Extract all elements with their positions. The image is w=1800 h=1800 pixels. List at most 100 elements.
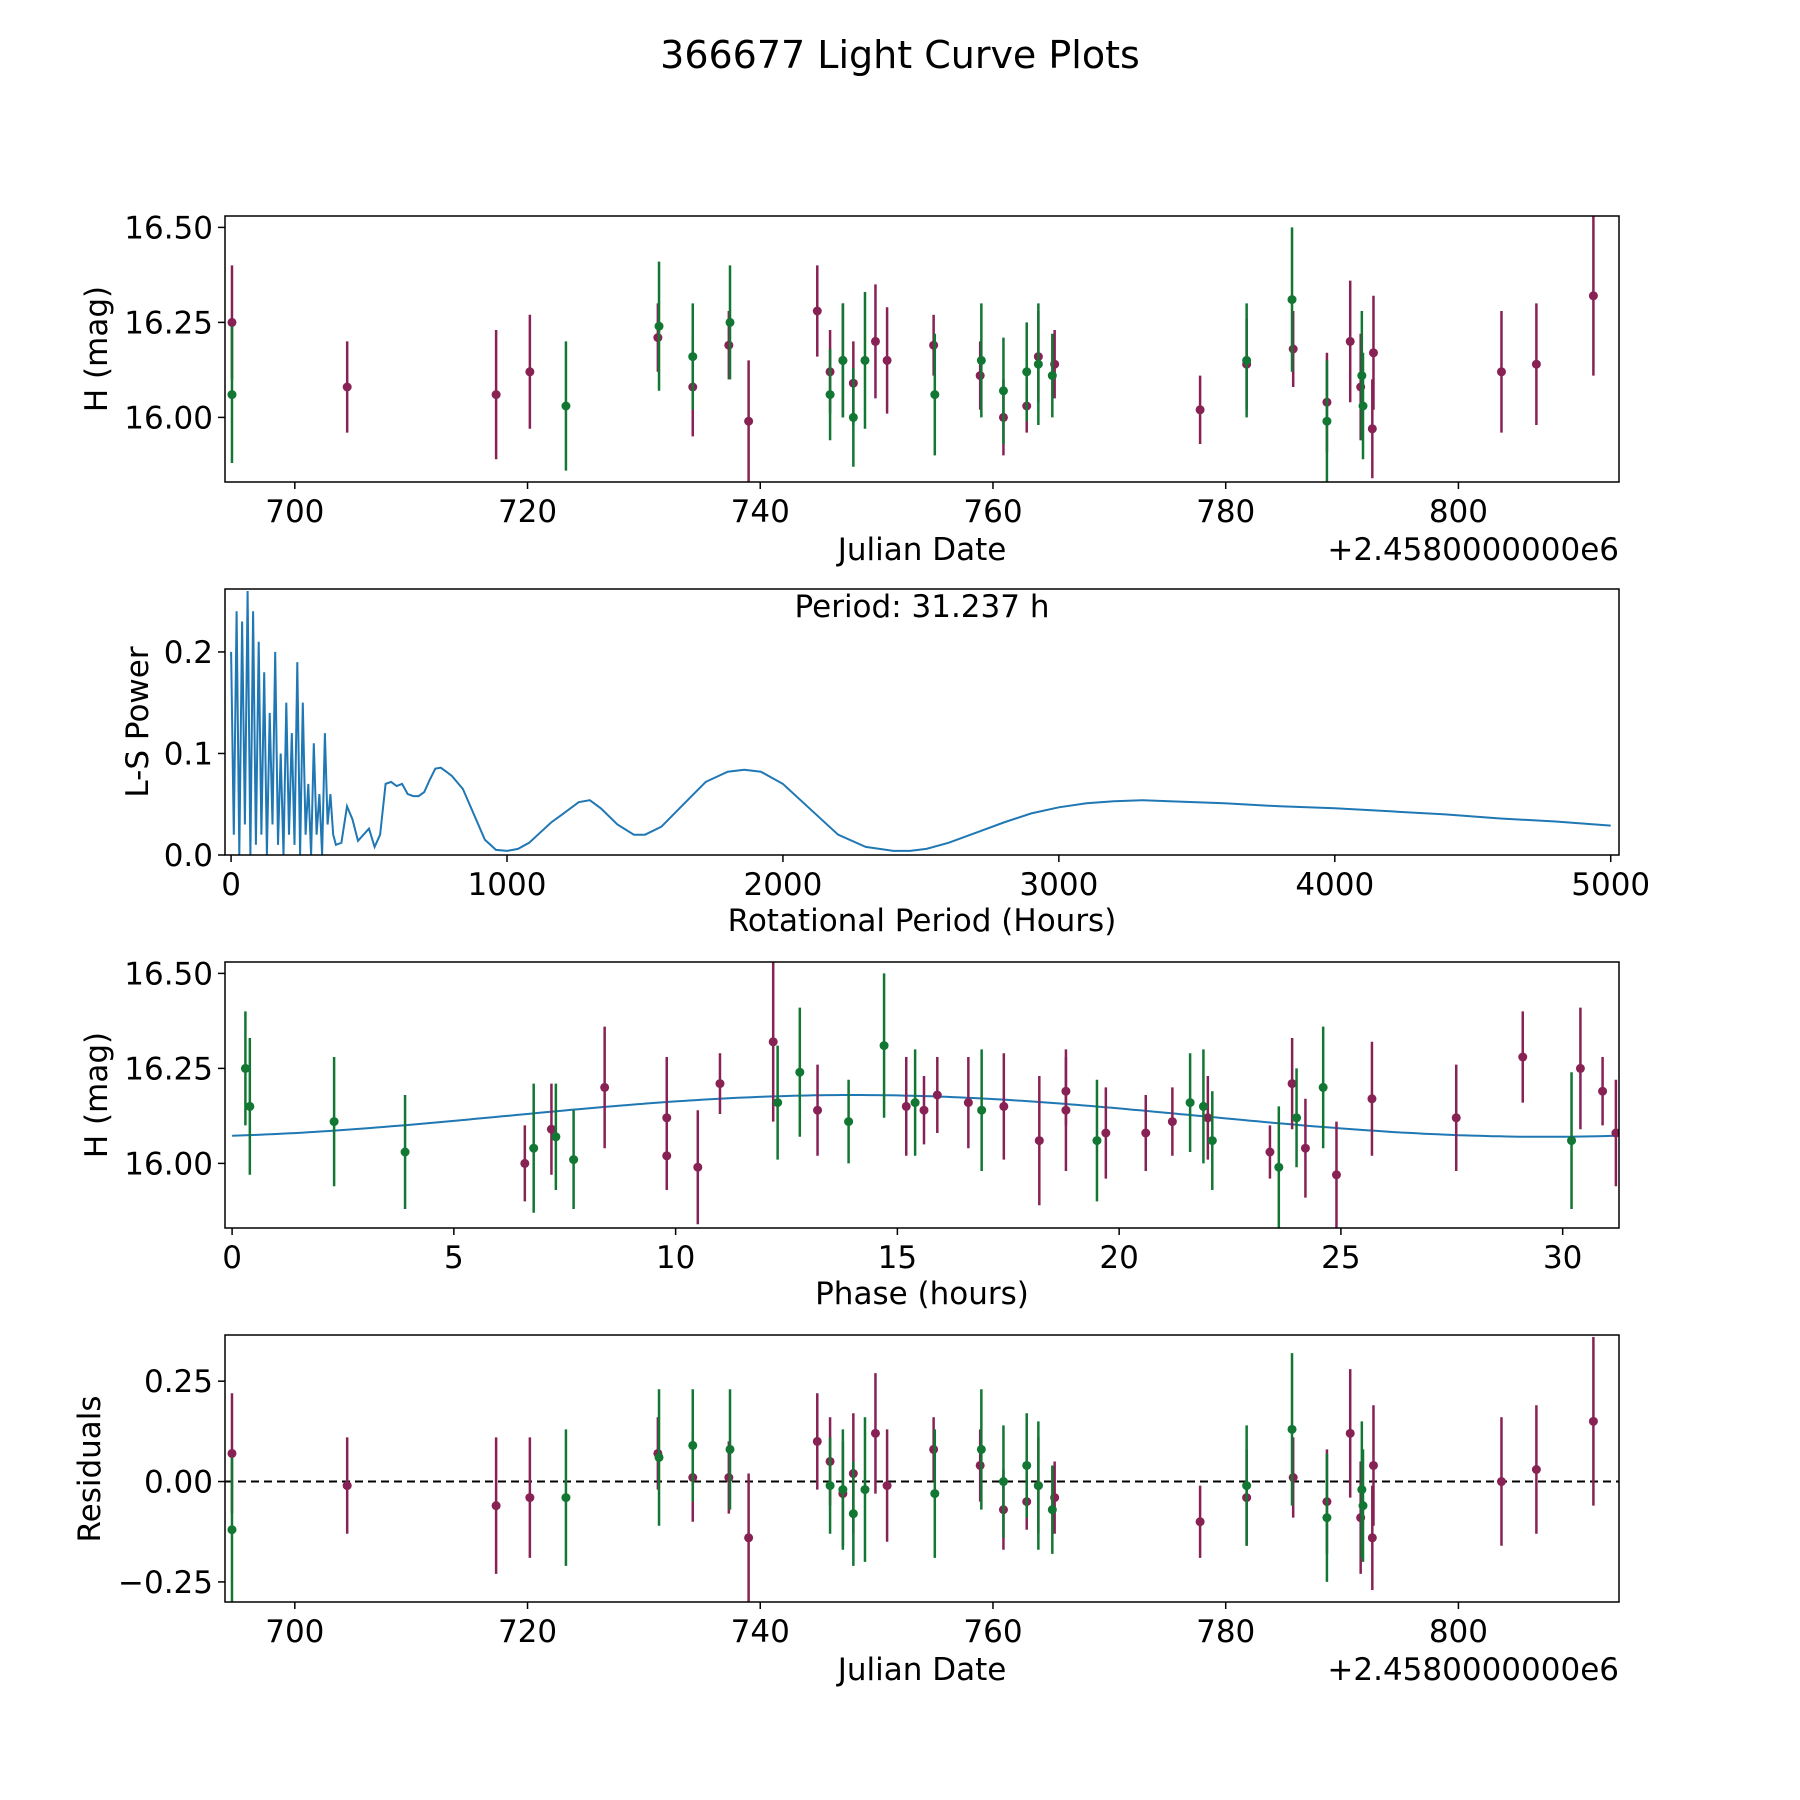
data-point	[1358, 1501, 1368, 1511]
data-point	[860, 1485, 870, 1495]
light-curve-plot-area	[227, 216, 1598, 482]
data-point	[1287, 1079, 1297, 1089]
data-point	[688, 1440, 698, 1450]
data-point	[901, 1101, 911, 1111]
data-point	[227, 317, 237, 327]
data-point	[1092, 1136, 1102, 1146]
x-tick-label: 15	[878, 1240, 917, 1276]
periodogram-y-ticks: 0.0 0.1 0.2	[164, 635, 225, 874]
data-point	[1322, 1513, 1332, 1523]
x-tick-label: 1000	[468, 867, 547, 903]
data-point	[1367, 1533, 1377, 1543]
data-point	[1047, 371, 1057, 381]
phase-y-label: H (mag)	[79, 1032, 115, 1158]
data-point	[812, 306, 822, 316]
x-tick-label: 700	[265, 494, 324, 530]
residuals-y-ticks: −0.25 0.00 0.25	[118, 1364, 225, 1601]
periodogram-line	[230, 590, 1611, 855]
data-point	[1367, 424, 1377, 434]
y-tick-label: 16.25	[124, 305, 213, 341]
data-point	[977, 1105, 987, 1115]
data-point	[1195, 405, 1205, 415]
y-tick-label: 16.00	[124, 1146, 213, 1182]
periodogram-panel: 0 1000 2000 3000 4000 5000 0.0 0.1 0.2 Period: …	[120, 588, 1650, 939]
x-tick-label: 760	[963, 494, 1022, 530]
data-point	[860, 355, 870, 365]
data-point	[825, 1481, 835, 1491]
y-tick-label: 16.00	[124, 400, 213, 436]
residuals-marks	[225, 1337, 1619, 1602]
y-tick-label: 16.25	[124, 1051, 213, 1087]
residuals-offset-label: +2.4580000000e6	[1327, 1652, 1619, 1688]
data-point	[1274, 1162, 1284, 1172]
data-point	[561, 1493, 571, 1503]
x-tick-label: 20	[1099, 1240, 1138, 1276]
data-point	[1588, 291, 1598, 301]
data-point	[773, 1098, 783, 1108]
phase-y-ticks: 16.00 16.25 16.50	[124, 956, 225, 1182]
data-point	[999, 1101, 1009, 1111]
light-curve-offset-label: +2.4580000000e6	[1327, 532, 1619, 568]
data-point	[1265, 1147, 1275, 1157]
x-tick-label: 780	[1196, 1614, 1255, 1650]
data-point	[1367, 1094, 1377, 1104]
data-point	[561, 401, 571, 411]
data-point	[491, 1501, 501, 1511]
data-point	[1368, 1460, 1378, 1470]
light-curve-frame	[224, 215, 1620, 483]
data-point	[1496, 1477, 1506, 1487]
x-tick-label: 760	[963, 1614, 1022, 1650]
x-tick-label: 10	[656, 1240, 695, 1276]
data-point	[825, 390, 835, 400]
x-tick-label: 800	[1429, 1614, 1488, 1650]
data-point	[932, 1090, 942, 1100]
data-point	[525, 1493, 535, 1503]
data-point	[976, 1444, 986, 1454]
data-point	[844, 1117, 854, 1127]
data-point	[1101, 1128, 1111, 1138]
data-point	[848, 412, 858, 422]
data-point	[1198, 1101, 1208, 1111]
x-tick-label: 780	[1196, 494, 1255, 530]
data-point	[1061, 1105, 1071, 1115]
data-point	[813, 1105, 823, 1115]
data-point	[1322, 416, 1332, 426]
x-tick-label: 720	[498, 494, 557, 530]
x-tick-label: 25	[1321, 1240, 1360, 1276]
x-tick-label: 4000	[1295, 867, 1374, 903]
data-point	[744, 1533, 754, 1543]
periodogram-x-ticks: 0 1000 2000 3000 4000 5000	[221, 855, 1650, 903]
data-point	[1358, 401, 1368, 411]
light-curve-y-label: H (mag)	[79, 286, 115, 412]
data-point	[1300, 1143, 1310, 1153]
data-point	[919, 1105, 929, 1115]
x-tick-label: 2000	[743, 867, 822, 903]
data-point	[1242, 355, 1252, 365]
data-point	[1022, 367, 1032, 377]
data-point	[725, 1444, 735, 1454]
data-point	[930, 1489, 940, 1499]
data-point	[1167, 1117, 1177, 1127]
data-point	[525, 367, 535, 377]
data-point	[1611, 1128, 1619, 1138]
data-point	[1034, 1136, 1044, 1146]
data-point	[342, 1481, 352, 1491]
data-point	[227, 390, 237, 400]
data-point	[744, 416, 754, 426]
data-point	[1368, 348, 1378, 358]
data-point	[1575, 1063, 1585, 1073]
data-point	[227, 1525, 237, 1535]
y-tick-label: 0.2	[164, 635, 213, 671]
periodogram-y-label: L-S Power	[120, 646, 156, 797]
data-point	[1451, 1113, 1461, 1123]
residuals-plot-area	[225, 1337, 1619, 1602]
y-tick-label: 16.50	[124, 210, 213, 246]
data-point	[1207, 1136, 1217, 1146]
data-point	[998, 386, 1008, 396]
data-point	[1345, 336, 1355, 346]
x-tick-label: 0	[222, 1240, 242, 1276]
light-curve-marks	[227, 216, 1598, 482]
data-point	[998, 1477, 1008, 1487]
data-point	[240, 1063, 250, 1073]
data-point	[838, 1485, 848, 1495]
